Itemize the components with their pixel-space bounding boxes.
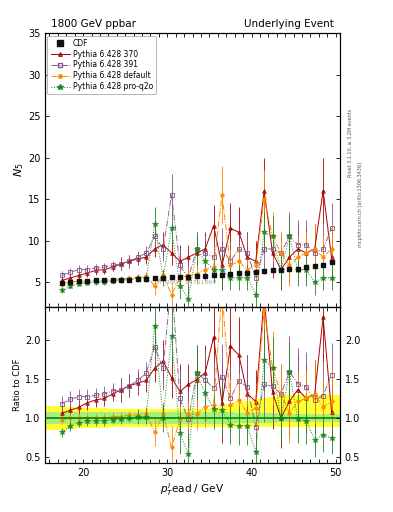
X-axis label: $p_T^l$ead / GeV: $p_T^l$ead / GeV (160, 481, 225, 498)
Text: Underlying Event: Underlying Event (244, 19, 334, 29)
Text: CDF_2001_S4751369: CDF_2001_S4751369 (151, 280, 217, 285)
Y-axis label: $N_5$: $N_5$ (13, 163, 26, 178)
Text: 1800 GeV ppbar: 1800 GeV ppbar (51, 19, 136, 29)
Legend: CDF, Pythia 6.428 370, Pythia 6.428 391, Pythia 6.428 default, Pythia 6.428 pro-: CDF, Pythia 6.428 370, Pythia 6.428 391,… (48, 35, 156, 94)
Text: Rivet 3.1.10, ≥ 3.2M events: Rivet 3.1.10, ≥ 3.2M events (348, 109, 353, 178)
Y-axis label: Ratio to CDF: Ratio to CDF (13, 359, 22, 412)
Text: mcplots.cern.ch [arXiv:1306.3436]: mcplots.cern.ch [arXiv:1306.3436] (358, 162, 363, 247)
